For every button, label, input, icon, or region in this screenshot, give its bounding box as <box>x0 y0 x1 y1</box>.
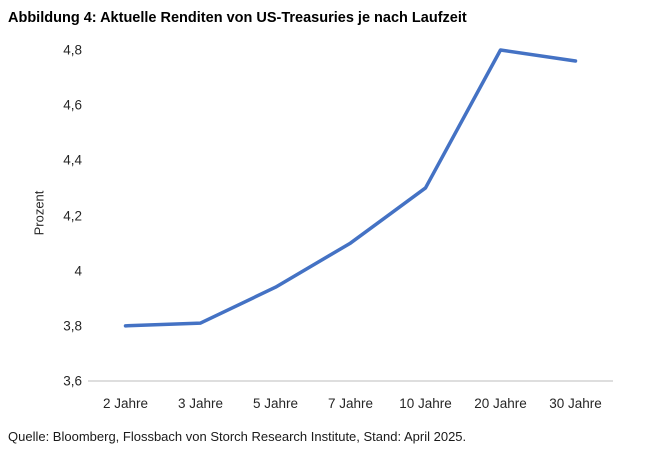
source-note: Quelle: Bloomberg, Flossbach von Storch … <box>8 429 467 444</box>
x-tick-label: 2 Jahre <box>102 396 149 411</box>
x-tick-label: 5 Jahre <box>252 396 299 411</box>
y-axis-title: Prozent <box>31 190 47 236</box>
y-tick-label: 4,4 <box>63 152 82 168</box>
y-tick-label: 3,6 <box>63 373 82 389</box>
y-tick-label: 4,2 <box>63 208 82 223</box>
y-tick-label: 4,6 <box>63 97 82 113</box>
y-tick-label: 4,8 <box>63 42 82 58</box>
chart-title: Abbildung 4: Aktuelle Renditen von US-Tr… <box>8 10 467 26</box>
y-tick-label: 4 <box>74 263 82 279</box>
yield-curve-line <box>123 48 578 328</box>
x-tick-label: 7 Jahre <box>327 396 374 411</box>
x-tick-label: 20 Jahre <box>474 396 527 411</box>
x-tick-label: 3 Jahre <box>177 396 224 411</box>
x-tick-label: 10 Jahre <box>399 396 452 411</box>
x-tick-label: 30 Jahre <box>549 396 602 411</box>
y-tick-label: 3,8 <box>63 318 82 334</box>
